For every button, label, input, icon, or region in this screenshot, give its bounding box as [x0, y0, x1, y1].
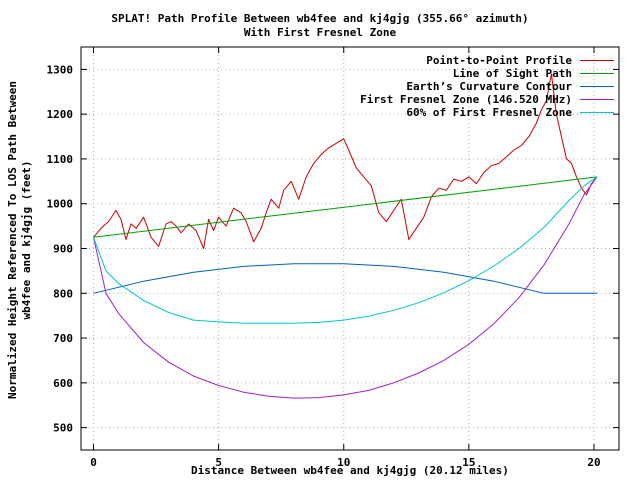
y-tick-label: 900: [53, 243, 73, 256]
y-tick-label: 1200: [47, 108, 74, 121]
series-line-3: [93, 176, 598, 399]
chart-title: SPLAT! Path Profile Between wb4fee and k…: [111, 12, 529, 25]
y-tick-label: 1000: [47, 198, 74, 211]
axis-ticks: 500 600 700 800 900 1000 1100 1200 1300 0 5 10 15 20: [47, 47, 619, 469]
y-axis-label: Normalized Height Referenced To LOS Path…: [6, 81, 34, 399]
x-tick-label: 10: [337, 456, 350, 469]
y-tick-label: 800: [53, 287, 73, 300]
legend-label: Line of Sight Path: [452, 67, 572, 80]
legend-label: Earth’s Curvature Contour: [406, 80, 572, 93]
legend-label: Point-to-Point Profile: [426, 54, 572, 67]
legend-swatch: [580, 60, 614, 61]
y-tick-label: 1300: [47, 63, 74, 76]
plot-frame: [80, 46, 620, 451]
series-lines: [93, 73, 598, 399]
chart-subtitle: With First Fresnel Zone: [243, 26, 397, 39]
legend-label: 60% of First Fresnel Zone: [406, 106, 572, 119]
y-tick-label: 500: [53, 422, 73, 435]
legend-label: First Fresnel Zone (146.520 MHz): [360, 93, 572, 106]
y-tick-label: 700: [53, 332, 73, 345]
legend-item: Earth’s Curvature Contour: [360, 80, 614, 93]
x-axis-label: Distance Between wb4fee and kj4gjg (20.1…: [191, 464, 509, 477]
y-axis-label-line1: Normalized Height Referenced To LOS Path…: [6, 81, 19, 399]
legend-item: Line of Sight Path: [360, 67, 614, 80]
y-tick-label: 1100: [47, 153, 74, 166]
legend-swatch: [580, 99, 614, 100]
y-tick-label: 600: [53, 377, 73, 390]
x-tick-label: 15: [462, 456, 475, 469]
x-tick-label: 0: [90, 456, 97, 469]
legend-swatch: [580, 86, 614, 87]
legend: Point-to-Point Profile Line of Sight Pat…: [360, 54, 614, 119]
x-tick-label: 5: [215, 456, 222, 469]
legend-item: 60% of First Fresnel Zone: [360, 106, 614, 119]
series-line-2: [93, 263, 597, 294]
legend-item: First Fresnel Zone (146.520 MHz): [360, 93, 614, 106]
legend-swatch: [580, 112, 614, 113]
legend-item: Point-to-Point Profile: [360, 54, 614, 67]
series-line-4: [93, 176, 598, 324]
x-tick-label: 20: [587, 456, 600, 469]
series-line-1: [93, 176, 598, 238]
grid-lines: [81, 47, 619, 450]
series-line-0: [93, 73, 598, 249]
legend-swatch: [580, 73, 614, 74]
y-axis-label-line2: wb4fee and kj4gjg (feet): [20, 160, 33, 320]
